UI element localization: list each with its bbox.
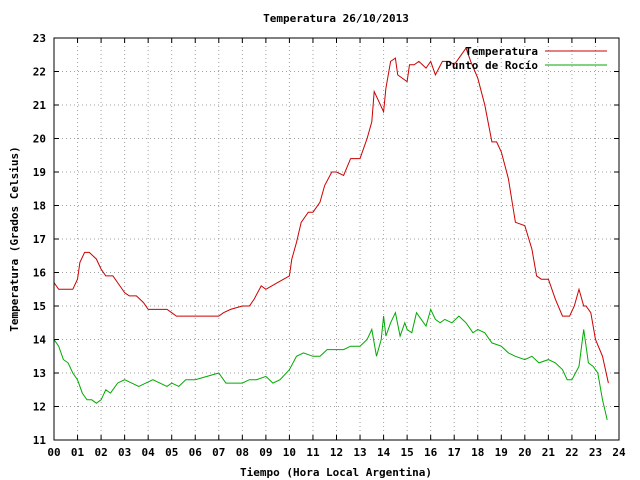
x-tick-label: 15 — [401, 446, 414, 459]
y-tick-label: 14 — [33, 334, 47, 347]
x-tick-label: 09 — [259, 446, 272, 459]
x-tick-label: 22 — [565, 446, 578, 459]
x-tick-label: 16 — [424, 446, 438, 459]
series-line-punto-de-rocio — [53, 307, 608, 421]
y-tick-label: 20 — [33, 133, 46, 146]
x-tick-label: 20 — [518, 446, 531, 459]
y-tick-label: 18 — [33, 200, 46, 213]
x-tick-label: 07 — [212, 446, 225, 459]
y-tick-label: 15 — [33, 300, 46, 313]
y-tick-label: 11 — [33, 434, 47, 447]
y-tick-label: 13 — [33, 367, 46, 380]
x-tick-label: 12 — [330, 446, 343, 459]
y-tick-label: 21 — [33, 99, 47, 112]
x-tick-label: 03 — [118, 446, 131, 459]
legend-label-punto-de-rocio: Punto de Rocío — [445, 59, 538, 72]
x-tick-label: 17 — [448, 446, 461, 459]
x-tick-label: 23 — [589, 446, 602, 459]
grid — [54, 38, 619, 440]
x-tick-label: 21 — [542, 446, 556, 459]
x-tick-label: 00 — [47, 446, 60, 459]
y-tick-label: 17 — [33, 233, 46, 246]
series-lines — [53, 47, 609, 421]
x-tick-label: 14 — [377, 446, 391, 459]
x-tick-label: 01 — [71, 446, 85, 459]
y-tick-label: 19 — [33, 166, 46, 179]
x-tick-label: 19 — [495, 446, 508, 459]
chart-title: Temperatura 26/10/2013 — [263, 12, 409, 25]
x-tick-label: 24 — [612, 446, 626, 459]
y-tick-label: 16 — [33, 267, 47, 280]
x-tick-label: 13 — [353, 446, 366, 459]
x-tick-label: 04 — [142, 446, 156, 459]
x-tick-label: 18 — [471, 446, 484, 459]
x-tick-label: 08 — [236, 446, 249, 459]
y-tick-label: 12 — [33, 401, 46, 414]
x-tick-label: 11 — [306, 446, 320, 459]
x-tick-label: 10 — [283, 446, 296, 459]
x-axis-ticks: 00 01 02 03 04 05 06 07 08 09 10 11 12 13 14 15 16 17 18 19… — [47, 38, 626, 459]
x-tick-label: 02 — [94, 446, 107, 459]
x-axis-label: Tiempo (Hora Local Argentina) — [240, 466, 432, 479]
y-axis-ticks: 11 12 13 14 15 16 17 18 19 20 21 22 23 — [33, 32, 619, 447]
x-tick-label: 06 — [189, 446, 203, 459]
y-tick-label: 23 — [33, 32, 46, 45]
y-axis-label: Temperatura (Grados Celsius) — [8, 146, 21, 331]
series-line-temperatura — [53, 47, 609, 384]
y-tick-label: 22 — [33, 66, 46, 79]
x-tick-label: 05 — [165, 446, 178, 459]
legend-label-temperatura: Temperatura — [465, 45, 538, 58]
